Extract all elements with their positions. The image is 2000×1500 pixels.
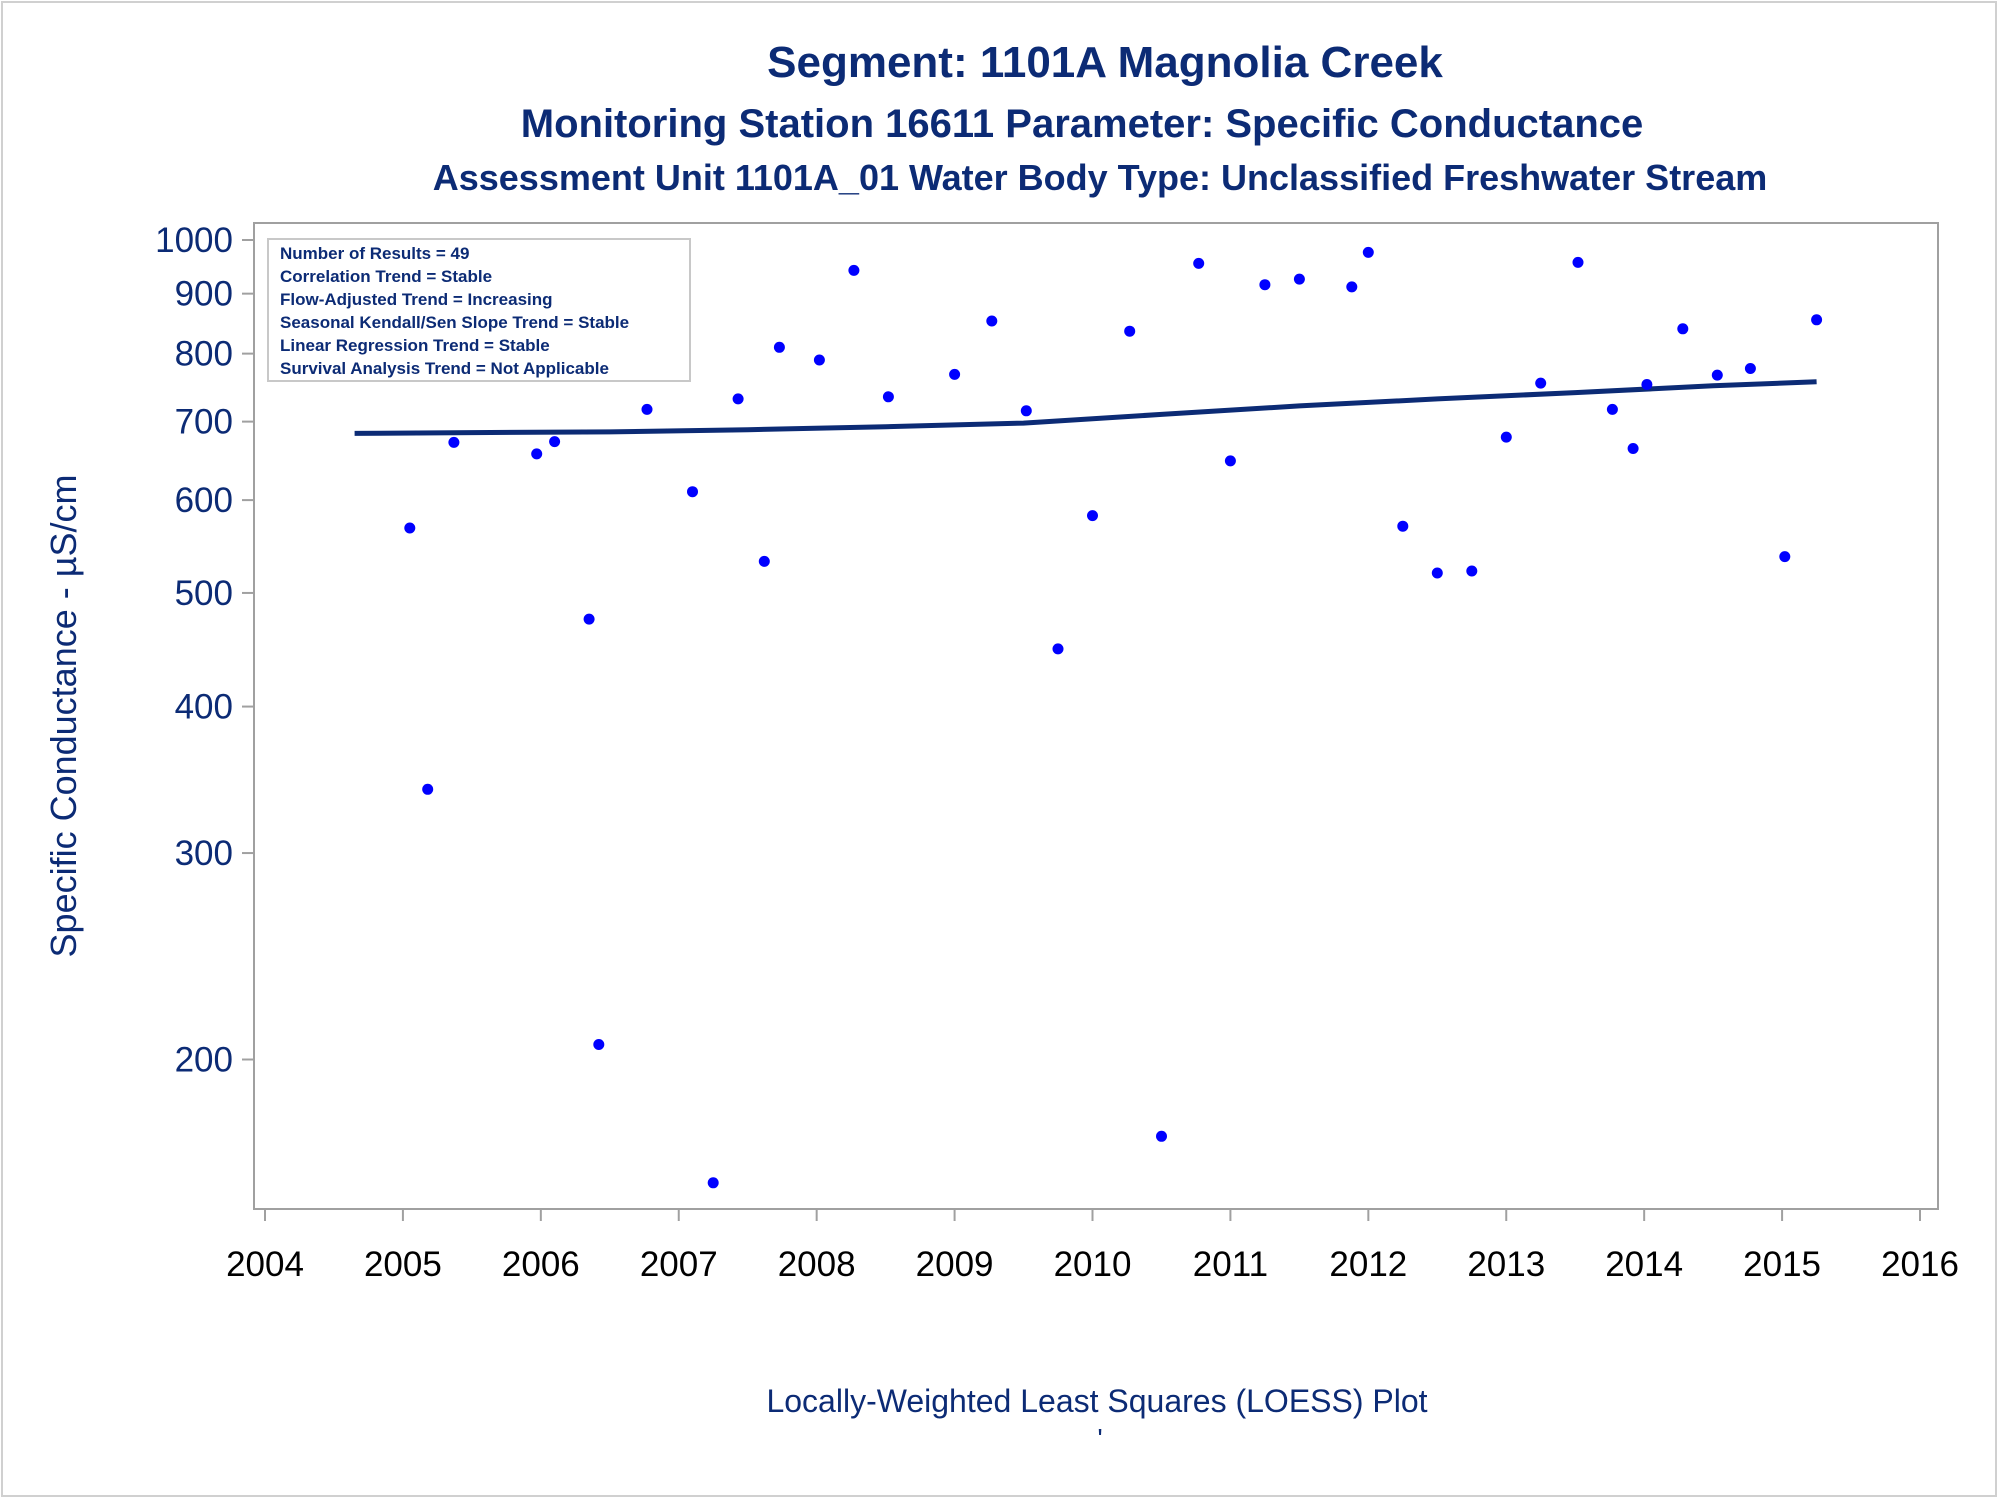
- loess-trend: [354, 379, 1817, 436]
- data-point: [1500, 431, 1512, 443]
- data-point: [1606, 403, 1618, 415]
- stats-legend-box: Number of Results = 49 Correlation Trend …: [267, 238, 691, 382]
- y-tick-label: 900: [175, 275, 233, 314]
- data-point: [531, 448, 543, 460]
- chart-title: Segment: 1101A Magnolia Creek: [767, 38, 1443, 87]
- data-point: [448, 436, 460, 448]
- y-tick-label: 200: [175, 1041, 233, 1080]
- data-point: [593, 1039, 605, 1050]
- plot-area: [253, 222, 1939, 1210]
- y-tick-label: 1000: [155, 221, 233, 260]
- data-point: [986, 315, 998, 327]
- data-point: [583, 613, 595, 625]
- data-point: [687, 486, 698, 498]
- stats-box-frame: [267, 238, 691, 382]
- y-tick-label: 500: [175, 574, 233, 613]
- data-point: [1641, 379, 1653, 390]
- data-point: [1572, 256, 1584, 268]
- y-tick-label: 600: [175, 481, 233, 520]
- data-point: [422, 783, 434, 795]
- data-point: [1087, 510, 1098, 522]
- data-point: [1224, 455, 1236, 467]
- data-point: [1466, 565, 1478, 577]
- data-point: [1346, 281, 1358, 293]
- x-tick-label: 2008: [778, 1245, 856, 1284]
- chart-subtitle: Monitoring Station 16611 Parameter: Spec…: [521, 102, 1644, 146]
- x-tick-label: 2015: [1743, 1245, 1821, 1284]
- data-point: [1259, 279, 1271, 291]
- stats-line: Linear Regression Trend = Stable: [280, 336, 550, 355]
- x-tick-label: 2016: [1881, 1245, 1959, 1284]
- footnote-mark: ': [1097, 1423, 1102, 1454]
- x-tick-label: 2012: [1329, 1245, 1407, 1284]
- data-point: [1744, 363, 1756, 374]
- y-axis-label: Specific Conductance - µS/cm: [43, 475, 84, 958]
- data-point: [882, 391, 894, 403]
- x-tick-label: 2006: [502, 1245, 580, 1284]
- x-tick-label: 2004: [226, 1245, 304, 1284]
- data-point: [1431, 567, 1443, 579]
- data-point: [1156, 1130, 1167, 1142]
- stats-line: Flow-Adjusted Trend = Increasing: [280, 290, 553, 309]
- data-point: [813, 354, 825, 366]
- data-point: [758, 555, 770, 567]
- data-point: [1124, 325, 1136, 337]
- data-point: [1052, 643, 1064, 655]
- data-point: [1677, 323, 1689, 335]
- loess-trend-line: [354, 379, 1817, 436]
- data-point: [1293, 273, 1305, 285]
- data-point: [1020, 405, 1032, 417]
- data-point: [1811, 314, 1823, 326]
- y-tick-label: 300: [175, 834, 233, 873]
- data-point: [1627, 443, 1639, 454]
- data-point: [641, 403, 653, 415]
- data-point: [773, 341, 785, 353]
- x-tick-label: 2005: [364, 1245, 442, 1284]
- data-point: [549, 436, 561, 448]
- x-tick-label: 2007: [640, 1245, 718, 1284]
- data-point: [949, 368, 961, 380]
- data-point: [848, 264, 860, 276]
- stats-line: Number of Results = 49: [280, 244, 469, 263]
- x-tick-label: 2009: [916, 1245, 994, 1284]
- data-point: [1397, 520, 1409, 532]
- data-point: [1193, 257, 1205, 269]
- y-tick-label: 400: [175, 688, 233, 727]
- y-axis: 200 300 400 500 600 700 800 900 1000: [155, 221, 254, 1080]
- x-tick-label: 2010: [1054, 1245, 1132, 1284]
- data-points: [349, 246, 1823, 1189]
- data-point: [707, 1177, 719, 1189]
- x-tick-label: 2011: [1193, 1245, 1268, 1284]
- data-point: [1711, 369, 1723, 381]
- stats-line: Seasonal Kendall/Sen Slope Trend = Stabl…: [280, 313, 629, 332]
- x-tick-label: 2014: [1605, 1245, 1683, 1284]
- chart-subtitle-2: Assessment Unit 1101A_01 Water Body Type…: [433, 157, 1768, 198]
- data-point: [404, 522, 416, 534]
- y-tick-label: 700: [175, 403, 233, 442]
- stats-line: Survival Analysis Trend = Not Applicable: [280, 359, 609, 378]
- chart-footnote: Locally-Weighted Least Squares (LOESS) P…: [766, 1383, 1427, 1419]
- x-axis: 2004 2005 2006 2007 2008 2009 2010 2011 2012 2013…: [226, 1209, 1959, 1284]
- stats-line: Correlation Trend = Stable: [280, 267, 492, 286]
- data-point: [1535, 377, 1547, 389]
- y-tick-label: 800: [175, 335, 233, 374]
- data-point: [1779, 551, 1791, 563]
- x-tick-label: 2013: [1467, 1245, 1545, 1284]
- data-point: [1362, 246, 1374, 258]
- data-point: [732, 393, 744, 405]
